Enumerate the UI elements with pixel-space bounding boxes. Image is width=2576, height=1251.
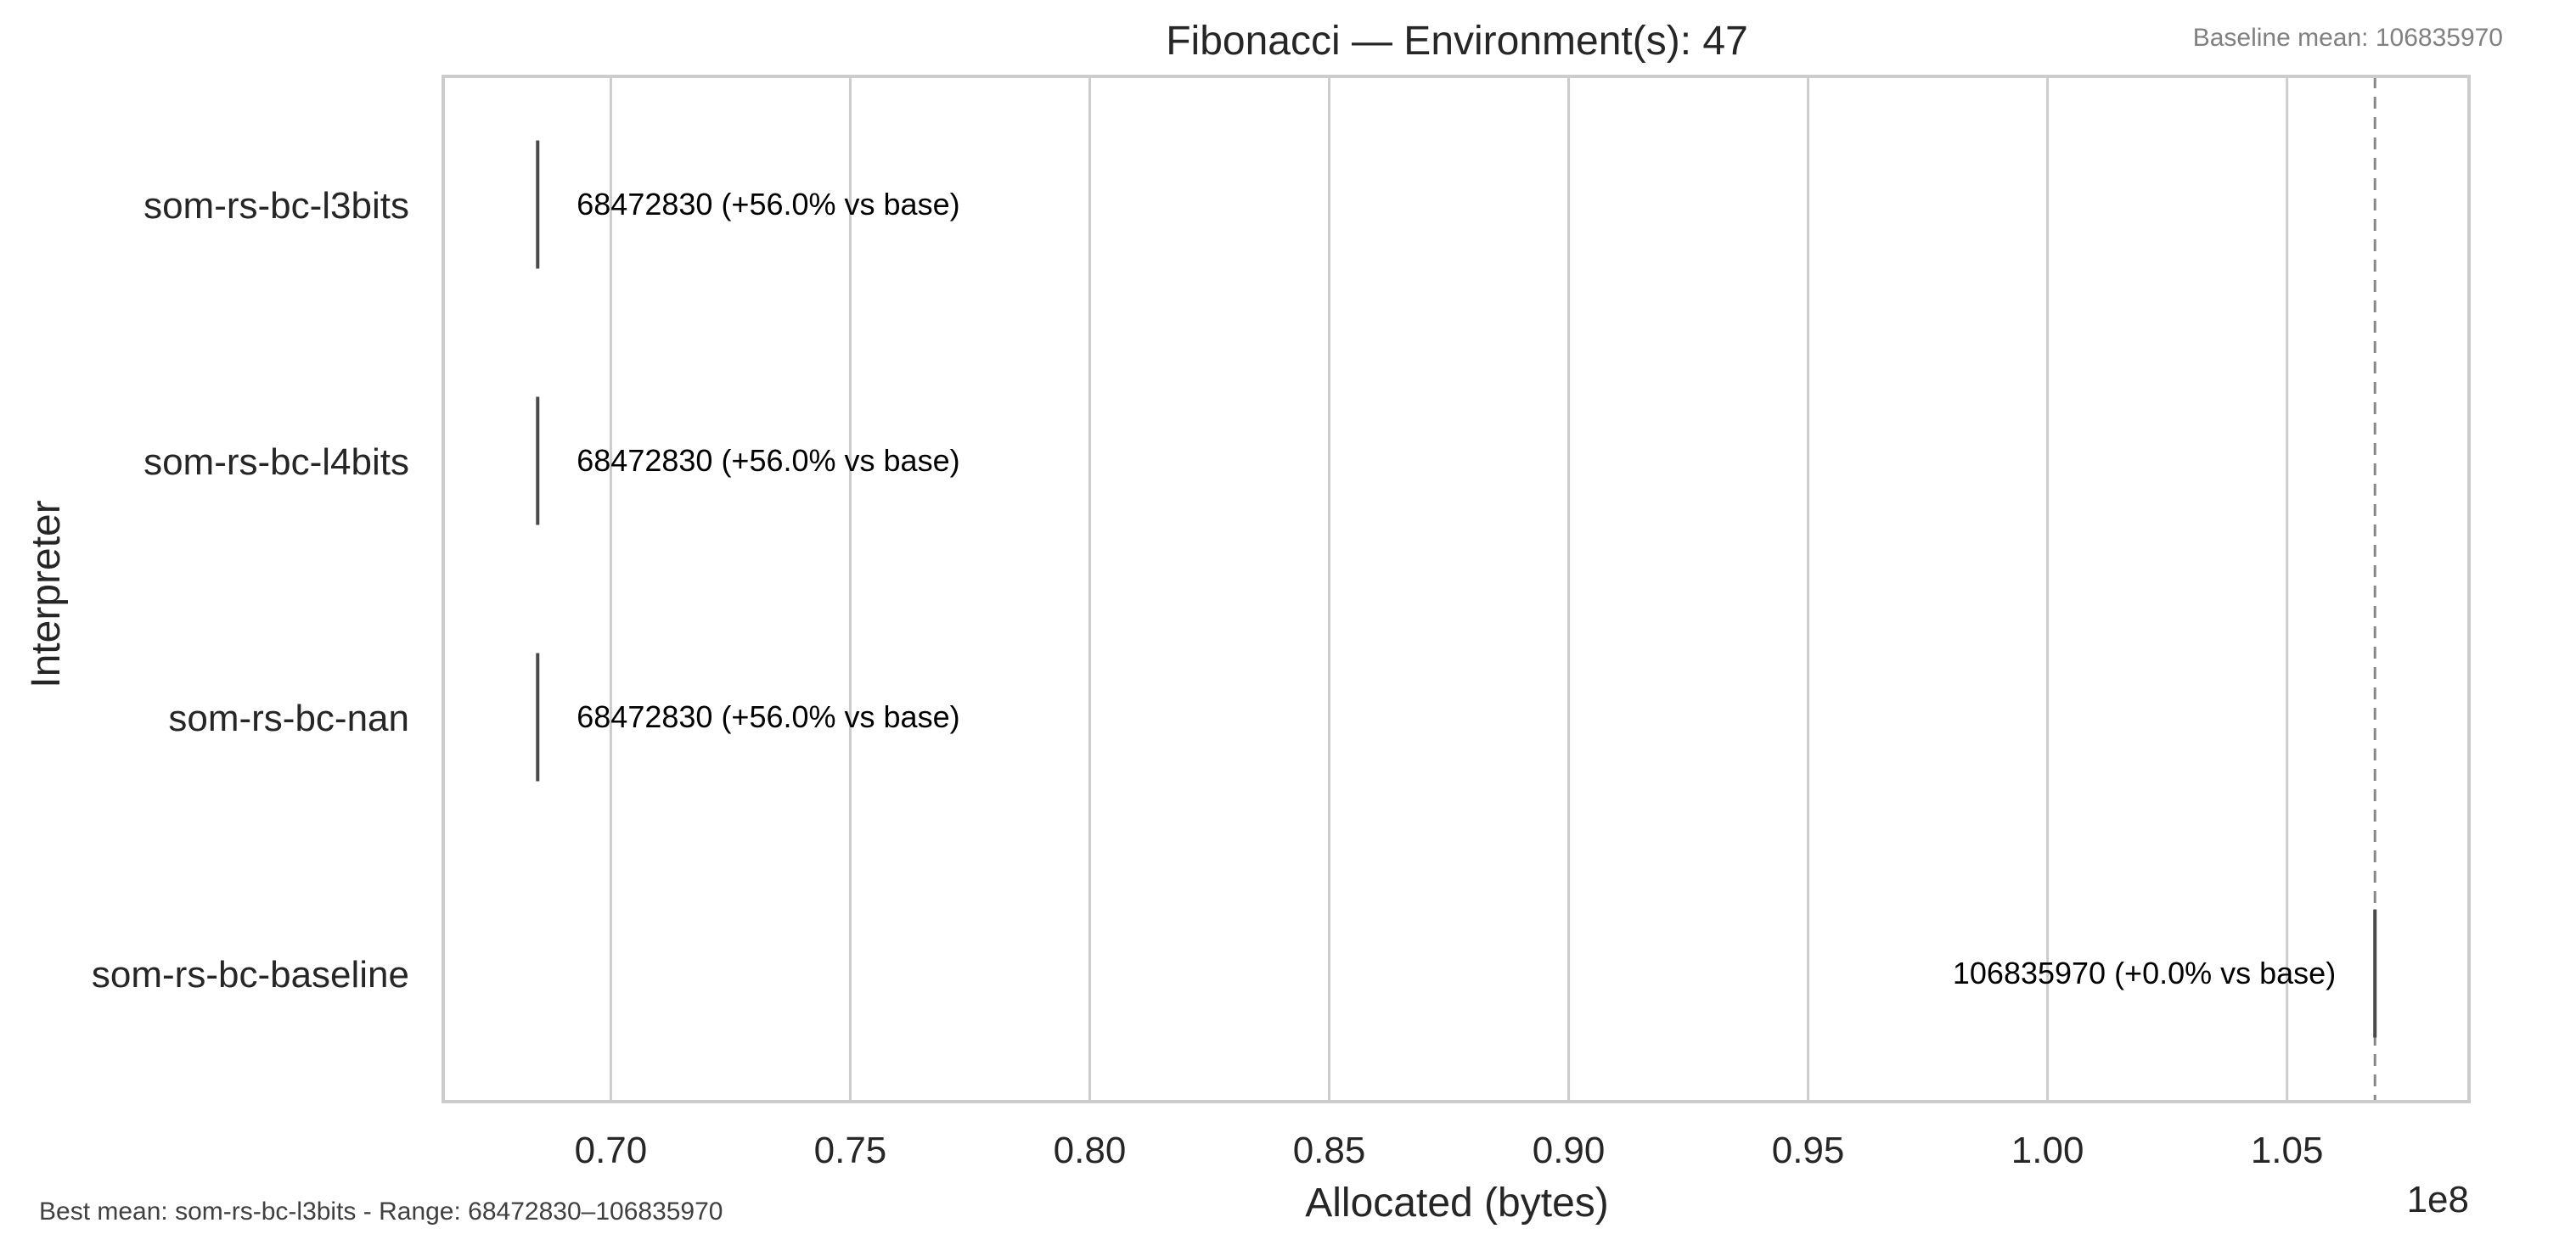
x-axis-label: Allocated (bytes) xyxy=(1305,1181,1609,1226)
footer-note: Best mean: som-rs-bc-l3bits - Range: 684… xyxy=(39,1198,723,1226)
x-tick-label: 1.00 xyxy=(2011,1130,2084,1171)
value-label: 68472830 (+56.0% vs base) xyxy=(577,699,959,734)
y-category-labels: som-rs-bc-l3bits som-rs-bc-l4bits som-rs-b… xyxy=(92,185,409,996)
x-tick-label: 0.95 xyxy=(1772,1130,1845,1171)
x-tick-label: 0.85 xyxy=(1293,1130,1366,1171)
x-axis-scale-label: 1e8 xyxy=(2407,1179,2469,1220)
x-tick-label: 0.70 xyxy=(575,1130,648,1171)
y-category-label: som-rs-bc-l4bits xyxy=(143,441,409,483)
value-label: 68472830 (+56.0% vs base) xyxy=(577,187,959,222)
grid-lines xyxy=(609,76,2289,1102)
x-tick-labels: 0.70 0.75 0.80 0.85 0.90 0.95 1.00 1.05 xyxy=(575,1130,2324,1171)
x-tick-label: 1.05 xyxy=(2251,1130,2324,1171)
y-category-label: som-rs-bc-nan xyxy=(168,698,409,739)
y-category-label: som-rs-bc-baseline xyxy=(92,954,409,996)
x-tick-label: 0.75 xyxy=(814,1130,887,1171)
value-label: 106835970 (+0.0% vs base) xyxy=(1953,956,2336,990)
x-tick-label: 0.80 xyxy=(1054,1130,1127,1171)
chart-title: Fibonacci — Environment(s): 47 xyxy=(1166,19,1748,64)
y-category-label: som-rs-bc-l3bits xyxy=(143,185,409,227)
box-marks: 68472830 (+56.0% vs base) 68472830 (+56.0… xyxy=(536,140,2377,1038)
y-axis-label: Interpreter xyxy=(24,500,69,687)
plot-frame xyxy=(442,75,2471,1103)
baseline-mean-label: Baseline mean: 106835970 xyxy=(2193,24,2503,52)
value-label: 68472830 (+56.0% vs base) xyxy=(577,443,959,478)
x-tick-label: 0.90 xyxy=(1533,1130,1606,1171)
